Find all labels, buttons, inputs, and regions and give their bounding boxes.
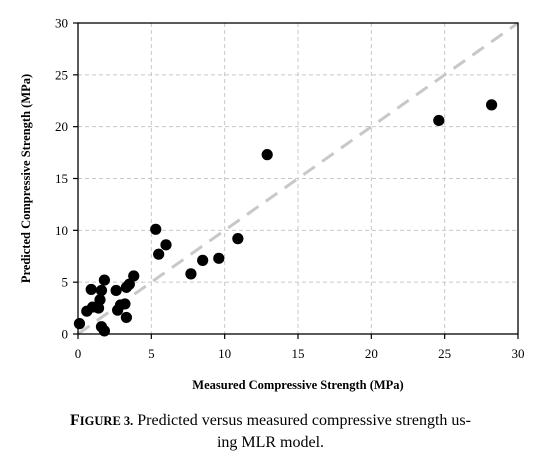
- x-tick-label: 25: [438, 346, 451, 361]
- y-tick-label: 10: [55, 223, 68, 238]
- y-tick-label: 30: [55, 16, 68, 31]
- data-point: [98, 274, 110, 286]
- x-tick-label: 30: [512, 346, 525, 361]
- data-point: [73, 318, 86, 330]
- data-point: [94, 294, 106, 306]
- data-point: [153, 248, 165, 260]
- reference-line: [77, 21, 519, 336]
- x-tick-label: 15: [292, 346, 305, 361]
- data-point: [197, 254, 209, 266]
- figure-label: FIGURE 3.: [70, 412, 134, 429]
- y-axis-title: Predicted Compressive Strength (MPa): [19, 74, 33, 283]
- data-point: [120, 311, 132, 324]
- data-point: [160, 239, 172, 251]
- data-point: [261, 149, 273, 161]
- caption-line-2: ing MLR model.: [216, 434, 325, 451]
- data-point: [232, 233, 244, 245]
- data-point: [110, 284, 122, 297]
- axis-ticks: 0 5 10 15 20 25 30 0 5 10 15 20 25 30: [55, 16, 525, 362]
- data-point: [150, 223, 162, 235]
- x-tick-label: 10: [218, 346, 231, 361]
- data-point: [98, 325, 110, 337]
- x-axis-title: Measured Compressive Strength (MPa): [192, 378, 403, 392]
- x-tick-label: 20: [365, 346, 378, 361]
- y-tick-label: 20: [55, 119, 68, 134]
- data-point: [128, 270, 140, 282]
- figure-caption: FIGURE 3. Predicted versus measured comp…: [0, 410, 541, 454]
- y-tick-label: 0: [62, 327, 69, 342]
- data-point: [486, 99, 498, 111]
- data-point: [123, 278, 135, 290]
- data-point: [95, 284, 108, 297]
- caption-line-1: FIGURE 3. Predicted versus measured comp…: [0, 410, 541, 432]
- data-point: [85, 283, 97, 296]
- data-point: [119, 298, 131, 310]
- y-tick-label: 15: [55, 171, 68, 186]
- y-tick-label: 5: [62, 275, 69, 290]
- y-tick-label: 25: [55, 67, 68, 82]
- scatter-chart: 0 5 10 15 20 25 30 0 5 10 15 20 25 30 Measured Compre…: [19, 16, 525, 393]
- x-tick-label: 0: [75, 346, 82, 361]
- x-tick-label: 5: [148, 346, 155, 361]
- data-point: [213, 252, 225, 264]
- caption-text-1: Predicted versus measured compressive st…: [133, 412, 471, 429]
- data-point: [433, 114, 445, 127]
- data-points: [73, 99, 498, 337]
- data-point: [185, 268, 197, 280]
- data-point: [92, 302, 105, 314]
